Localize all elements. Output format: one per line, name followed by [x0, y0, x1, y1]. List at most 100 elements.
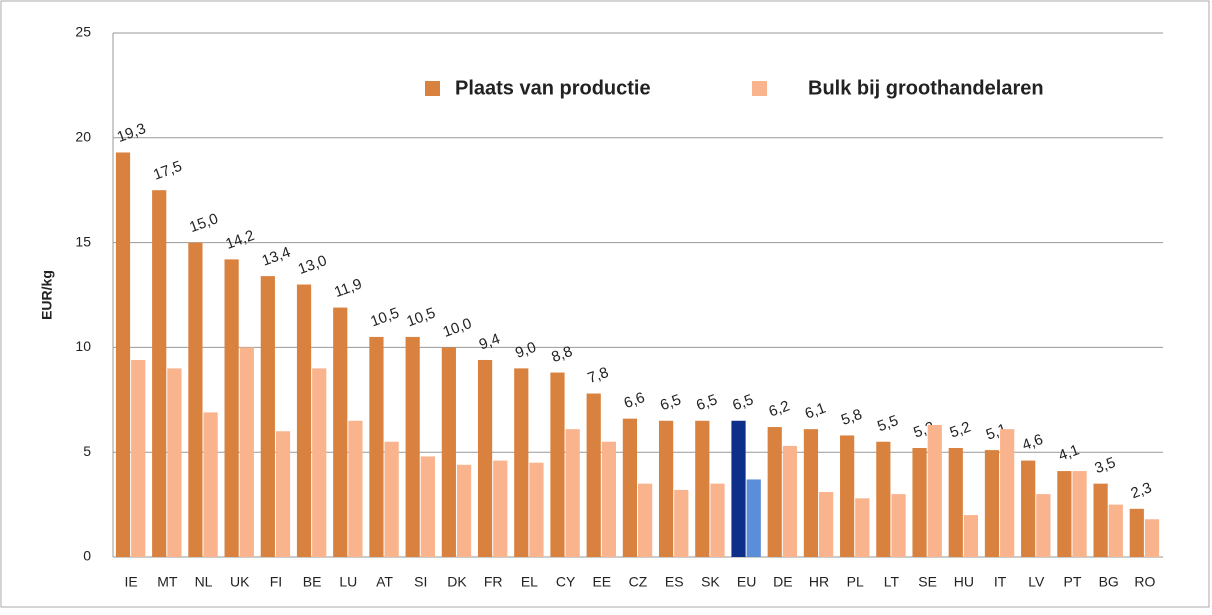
bar	[565, 429, 580, 557]
bar	[131, 359, 146, 557]
bar	[296, 284, 312, 557]
bar	[1057, 471, 1072, 557]
bar	[456, 464, 472, 557]
bar	[1021, 460, 1036, 557]
bar	[405, 336, 420, 557]
bar	[912, 448, 927, 557]
bar	[152, 190, 167, 557]
bar	[1108, 504, 1123, 557]
y-tick-label: 5	[83, 443, 91, 459]
bar	[876, 441, 891, 557]
bar	[167, 368, 182, 557]
bar	[188, 242, 203, 557]
bar	[369, 336, 384, 557]
bar	[514, 368, 529, 557]
bar	[984, 450, 1000, 557]
y-tick-label: 25	[75, 24, 91, 40]
data-label: 6,5	[730, 391, 755, 414]
x-tick-label: DE	[773, 574, 792, 590]
bar	[493, 460, 508, 557]
bar	[819, 492, 834, 557]
x-tick-label: CZ	[629, 574, 648, 590]
bar	[782, 445, 798, 557]
bar	[348, 420, 363, 557]
bar	[731, 420, 746, 557]
x-tick-label: EU	[737, 574, 756, 590]
x-tick-label: PT	[1064, 574, 1082, 590]
legend-label: Plaats van productie	[455, 77, 651, 99]
bar	[333, 307, 348, 557]
data-label: 4,6	[1020, 431, 1045, 454]
bar	[963, 515, 979, 557]
y-tick-label: 10	[75, 338, 91, 354]
x-tick-label: DK	[447, 574, 467, 590]
bar	[948, 448, 963, 557]
data-label: 6,6	[622, 389, 647, 412]
data-label: 6,5	[694, 391, 719, 414]
bar	[550, 372, 565, 557]
x-tick-label: LT	[884, 574, 900, 590]
bar	[529, 462, 544, 557]
x-tick-label: FI	[270, 574, 282, 590]
bar	[659, 420, 674, 557]
x-tick-label: FR	[484, 574, 503, 590]
x-tick-label: LU	[339, 574, 357, 590]
data-label: 7,8	[585, 364, 610, 387]
legend-label: Bulk bij groothandelaren	[808, 77, 1044, 99]
y-tick-label: 15	[75, 233, 91, 249]
bar	[239, 347, 254, 557]
bar	[115, 152, 131, 558]
x-tick-label: PL	[847, 574, 864, 590]
x-tick-label: MT	[157, 574, 178, 590]
bar	[1129, 508, 1144, 557]
x-tick-label: RO	[1134, 574, 1155, 590]
x-tick-label: SI	[414, 574, 427, 590]
data-label: 3,5	[1092, 454, 1117, 477]
bar	[695, 420, 710, 557]
bar	[1093, 483, 1108, 557]
bar	[203, 412, 218, 557]
x-tick-label: SK	[701, 574, 720, 590]
bar	[891, 494, 906, 557]
bar	[622, 418, 637, 557]
bar	[312, 368, 327, 557]
x-tick-label: SE	[918, 574, 937, 590]
x-tick-label: ES	[665, 574, 684, 590]
data-label: 9,4	[477, 330, 502, 353]
bar	[855, 498, 870, 557]
legend-swatch	[752, 81, 767, 96]
bar	[710, 483, 725, 557]
bar	[586, 393, 601, 557]
bar	[746, 479, 761, 557]
x-tick-label: BE	[303, 574, 322, 590]
bar	[674, 489, 689, 557]
x-tick-label: HU	[954, 574, 974, 590]
x-tick-label: HR	[809, 574, 829, 590]
x-tick-label: BG	[1099, 574, 1119, 590]
bar	[601, 441, 616, 557]
x-tick-label: LV	[1028, 574, 1045, 590]
y-axis-label: EUR/kg	[39, 270, 55, 320]
data-label: 5,5	[875, 412, 900, 435]
bar	[384, 441, 399, 557]
x-tick-label: EE	[592, 574, 611, 590]
data-label: 8,8	[549, 343, 574, 366]
bar	[1072, 471, 1087, 557]
x-tick-label: CY	[556, 574, 576, 590]
bar	[803, 429, 819, 557]
bar	[260, 276, 275, 557]
legend-swatch	[425, 81, 440, 96]
data-label: 2,3	[1129, 479, 1154, 502]
x-tick-label: IE	[124, 574, 137, 590]
bar	[638, 483, 653, 557]
x-tick-label: EL	[521, 574, 538, 590]
data-label: 6,1	[803, 400, 828, 423]
bar	[927, 424, 942, 557]
bar	[1000, 429, 1015, 557]
bar	[1036, 494, 1051, 557]
bar	[275, 431, 291, 557]
data-label: 6,2	[767, 397, 792, 420]
data-label: 5,2	[948, 418, 973, 441]
y-tick-label: 20	[75, 129, 91, 145]
